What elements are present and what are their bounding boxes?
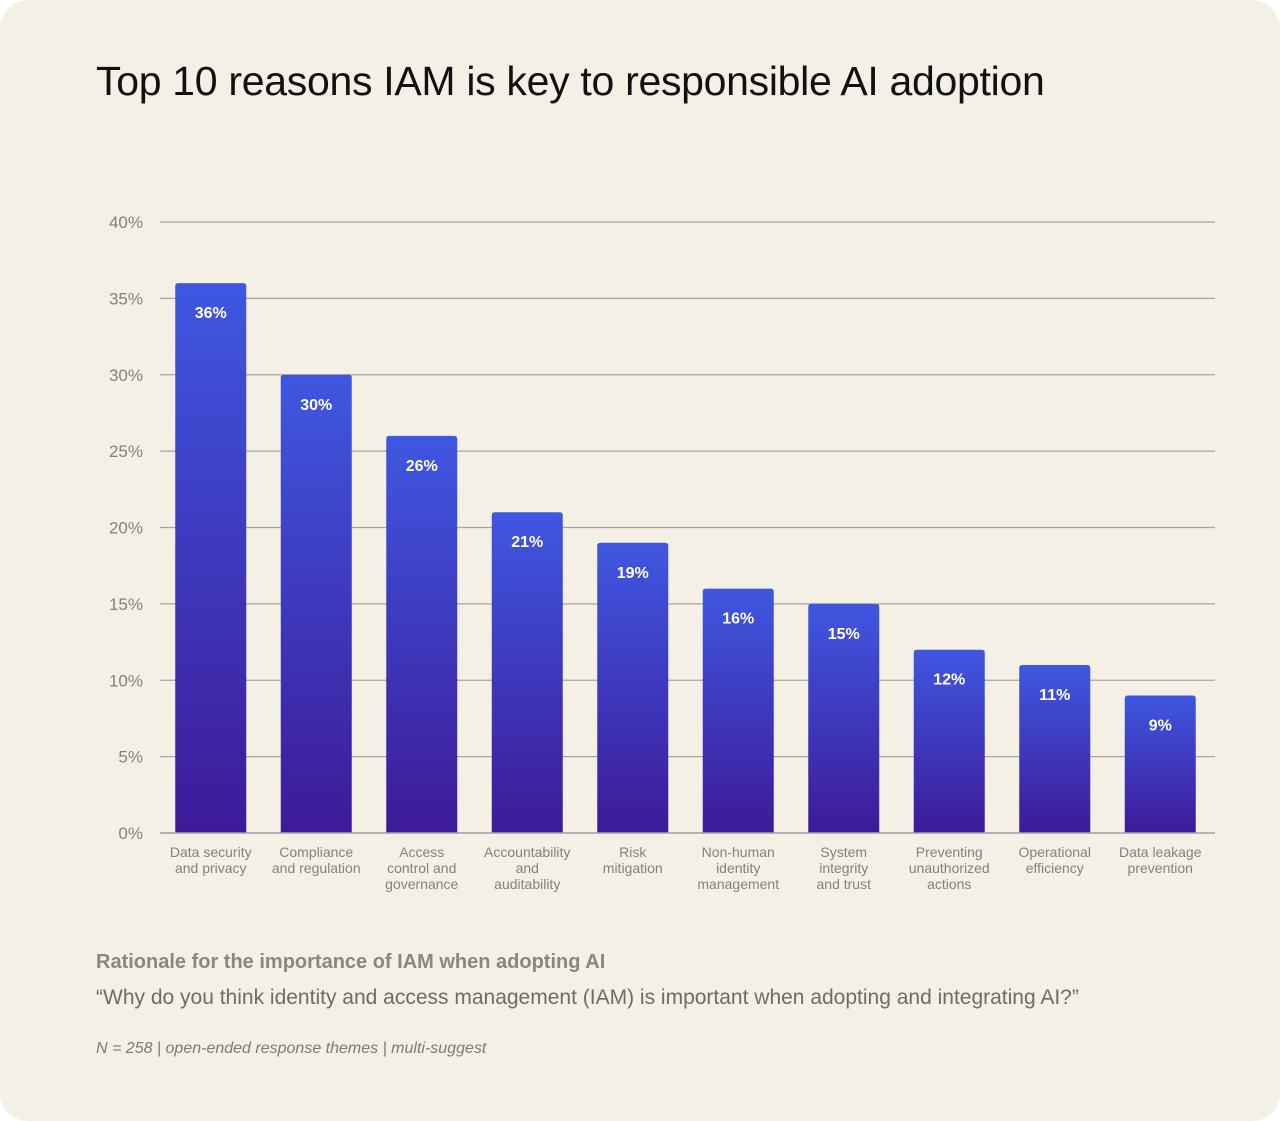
x-tick-label: and regulation (272, 860, 361, 876)
x-tick-label: Data leakage (1119, 844, 1202, 860)
y-tick-label: 5% (118, 748, 143, 767)
y-tick-label: 20% (109, 519, 143, 538)
x-tick-label: management (697, 876, 779, 892)
bar (1124, 695, 1196, 833)
bar-value-label: 21% (511, 534, 543, 551)
x-tick-label: actions (927, 876, 971, 892)
bar-value-label: 9% (1149, 718, 1172, 735)
x-tick-label: Non-human (702, 844, 775, 860)
x-tick-label: control and (387, 860, 456, 876)
bar-value-label: 16% (722, 611, 754, 628)
bar (702, 588, 774, 833)
chart-subtitle: Rationale for the importance of IAM when… (96, 951, 606, 973)
bar (280, 374, 352, 833)
bar-value-label: 30% (300, 397, 332, 414)
x-tick-label: Access (399, 844, 444, 860)
bar-value-label: 15% (828, 626, 860, 643)
bar-value-label: 26% (406, 458, 438, 475)
y-tick-label: 30% (109, 366, 143, 385)
x-tick-label: and privacy (175, 860, 247, 876)
x-tick-label: identity (716, 860, 760, 876)
x-tick-label: efficiency (1026, 860, 1084, 876)
bar (175, 283, 247, 834)
x-tick-label: and trust (817, 876, 872, 892)
x-tick-label: governance (385, 876, 458, 892)
y-tick-label: 10% (109, 671, 143, 690)
bar-chart: 0% 5% 10% 15% 20% 25% 30% 35% 40% 36% Data securi… (109, 213, 1215, 892)
bar-value-label: 12% (933, 672, 965, 689)
chart-title: Top 10 reasons IAM is key to responsible… (96, 58, 1045, 104)
y-tick-label: 15% (109, 595, 143, 614)
sample-note: N = 258 | open-ended response themes | m… (96, 1040, 487, 1057)
bar (491, 512, 563, 833)
x-tick-label: Accountability (484, 844, 570, 860)
x-tick-label: prevention (1128, 860, 1193, 876)
y-tick-label: 35% (109, 289, 143, 308)
x-tick-label: Preventing (916, 844, 983, 860)
y-tick-label: 40% (109, 213, 143, 232)
survey-question: “Why do you think identity and access ma… (96, 986, 1079, 1009)
bar (597, 542, 669, 833)
x-tick-label: Data security (170, 844, 252, 860)
bar-value-label: 36% (195, 305, 227, 322)
x-tick-label: unauthorized (909, 860, 990, 876)
bar (808, 603, 880, 833)
x-tick-label: auditability (494, 876, 560, 892)
x-tick-label: integrity (819, 860, 868, 876)
x-tick-label: Risk (619, 844, 647, 860)
x-tick-label: mitigation (603, 860, 663, 876)
y-tick-label: 25% (109, 442, 143, 461)
x-tick-label: Operational (1019, 844, 1091, 860)
bar (386, 435, 458, 833)
bar (1019, 664, 1091, 833)
bar-value-label: 19% (617, 565, 649, 582)
x-tick-label: Compliance (279, 844, 353, 860)
bar (913, 649, 985, 833)
x-tick-label: and (516, 860, 539, 876)
bar-value-label: 11% (1039, 687, 1070, 704)
x-tick-label: System (820, 844, 867, 860)
y-tick-label: 0% (118, 824, 143, 843)
